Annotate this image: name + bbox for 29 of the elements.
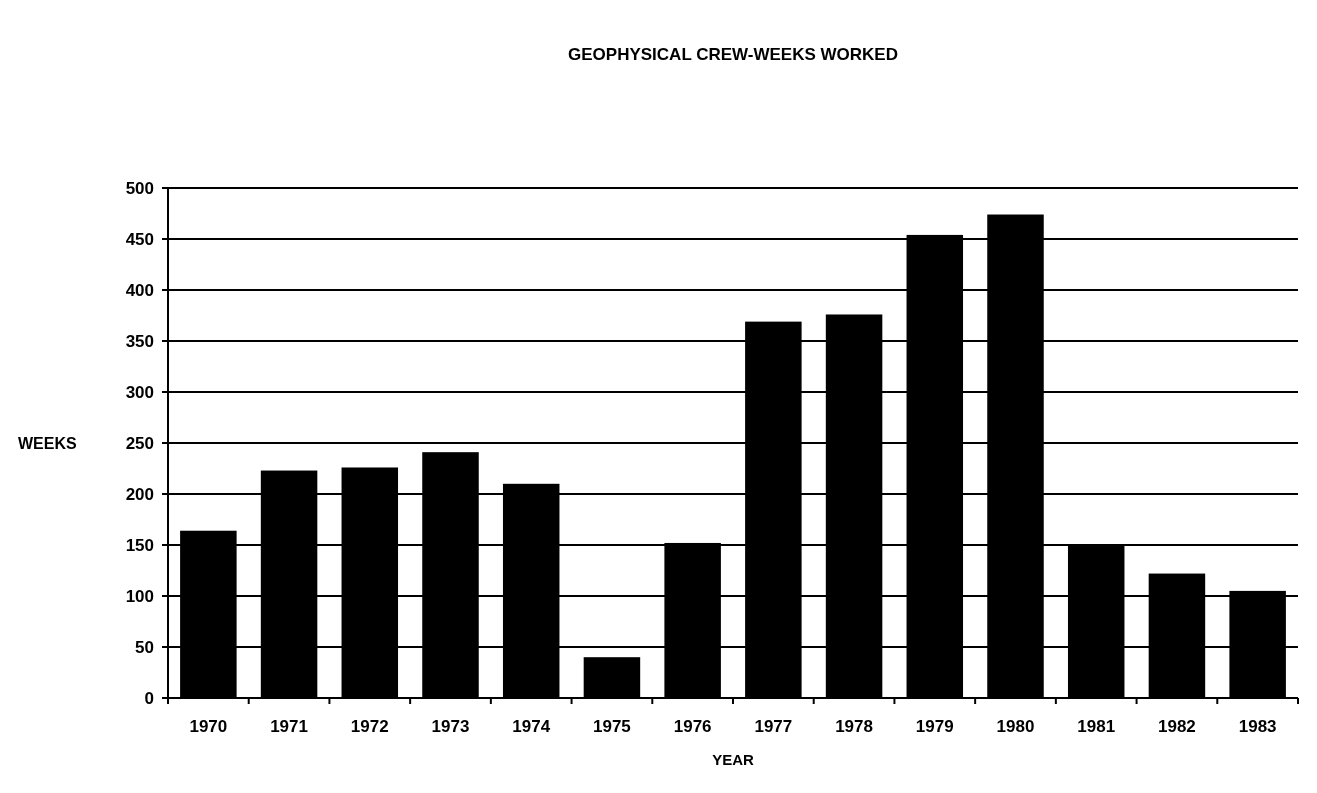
x-tick-label: 1974 xyxy=(512,717,551,736)
x-tick-label: 1978 xyxy=(835,717,873,736)
x-tick-label: 1980 xyxy=(996,717,1035,736)
x-tick-label: 1970 xyxy=(189,717,228,736)
chart-title: GEOPHYSICAL CREW-WEEKS WORKED xyxy=(568,45,898,64)
y-tick-label: 0 xyxy=(144,688,154,708)
x-tick-label: 1975 xyxy=(593,717,631,736)
x-tick-label: 1971 xyxy=(270,717,308,736)
x-tick-label: 1983 xyxy=(1238,717,1277,736)
y-tick-label: 500 xyxy=(125,178,154,198)
y-tick-label: 50 xyxy=(135,637,154,657)
y-tick-label: 250 xyxy=(125,433,154,453)
y-tick-label: 400 xyxy=(125,280,154,300)
x-tick-label: 1977 xyxy=(754,717,793,736)
x-tick-label: 1982 xyxy=(1158,717,1196,736)
y-tick-label: 300 xyxy=(125,382,154,402)
x-axis-title: YEAR xyxy=(712,751,754,768)
y-tick-label: 450 xyxy=(125,229,154,249)
y-axis-title: WEEKS xyxy=(18,434,77,452)
y-tick-label: 150 xyxy=(125,535,154,555)
x-tick-label: 1976 xyxy=(673,717,712,736)
y-tick-label: 200 xyxy=(125,484,154,504)
x-tick-label: 1979 xyxy=(915,717,954,736)
y-tick-label: 100 xyxy=(125,586,154,606)
x-tick-label: 1973 xyxy=(431,717,470,736)
y-tick-label: 350 xyxy=(125,331,154,351)
x-tick-label: 1972 xyxy=(350,717,389,736)
x-tick-label: 1981 xyxy=(1077,717,1116,736)
bar xyxy=(583,657,641,698)
